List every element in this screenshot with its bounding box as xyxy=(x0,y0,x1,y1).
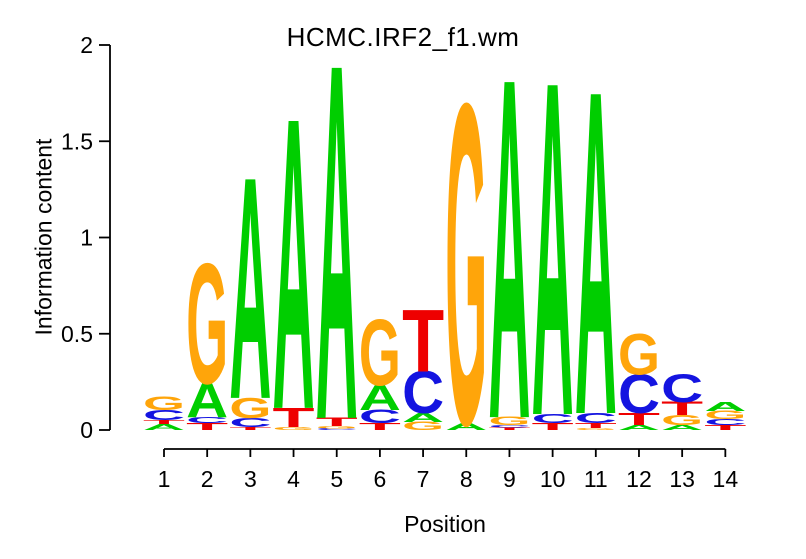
logo-letter-pos11-T: T xyxy=(575,422,617,430)
logo-letter-pos13-G: G xyxy=(661,412,703,428)
logo-letter-pos12-T: T xyxy=(618,409,660,429)
logo-letter-pos12-A: A xyxy=(618,424,660,432)
logo-letter-pos9-T: T xyxy=(488,427,530,431)
logo-letter-pos13-C: C xyxy=(661,367,703,411)
logo-letter-pos14-C: C xyxy=(704,417,746,427)
logo-letter-pos9-A: A xyxy=(488,0,530,521)
x-tick-label: 2 xyxy=(201,466,214,492)
x-axis-label: Position xyxy=(404,511,486,537)
x-tick-label: 5 xyxy=(330,466,343,492)
y-tick-label: 2 xyxy=(80,32,93,58)
y-tick-label: 1 xyxy=(80,225,93,251)
logo-letter-pos13-A: A xyxy=(661,424,703,432)
logo-letter-pos4-A: A xyxy=(273,32,315,497)
logo-letter-pos1-T: T xyxy=(143,419,185,426)
x-tick-label: 10 xyxy=(540,466,566,492)
logo-letter-pos14-A: A xyxy=(704,399,746,414)
logo-letter-pos12-C: C xyxy=(618,363,660,425)
x-tick-label: 1 xyxy=(158,466,171,492)
logo-letter-pos10-A: A xyxy=(532,0,574,516)
logo-letter-pos6-T: T xyxy=(359,421,401,432)
x-tick-label: 6 xyxy=(374,466,387,492)
x-tick-label: 8 xyxy=(460,466,473,492)
logo-letter-pos11-G: G xyxy=(575,427,617,430)
logo-letter-pos4-G: G xyxy=(273,426,315,431)
logo-letter-pos9-G: G xyxy=(488,415,530,428)
chart-title: HCMC.IRF2_f1.wm xyxy=(286,22,520,52)
logo-letter-pos8-A: A xyxy=(445,421,487,433)
y-tick-label: 0 xyxy=(80,417,93,443)
x-tick-label: 13 xyxy=(669,466,695,492)
logo-letter-pos12-G: G xyxy=(618,322,660,387)
logo-letter-pos2-A: A xyxy=(186,373,228,428)
x-tick-label: 14 xyxy=(713,466,739,492)
logo-letter-pos6-C: C xyxy=(359,406,401,427)
logo-letter-pos5-C: C xyxy=(316,428,358,431)
logo-letter-pos3-G: G xyxy=(229,391,271,424)
logo-letter-pos10-T: T xyxy=(532,421,574,432)
logo-letter-pos7-C: C xyxy=(402,359,444,426)
y-tick-label: 1.5 xyxy=(61,128,93,154)
logo-letter-pos3-A: A xyxy=(229,111,271,466)
x-tick-label: 4 xyxy=(287,466,300,492)
x-tick-label: 3 xyxy=(244,466,257,492)
x-tick-label: 11 xyxy=(584,466,608,492)
logo-letter-pos8-G: G xyxy=(445,8,487,521)
x-tick-label: 9 xyxy=(503,466,516,492)
logo-letter-pos2-G: G xyxy=(186,228,228,420)
x-tick-label: 7 xyxy=(417,466,430,492)
logo-letter-pos13-T: T xyxy=(661,398,703,419)
y-tick-label: 0.5 xyxy=(61,321,93,347)
logo-letter-pos3-C: C xyxy=(229,415,271,430)
logo-letter-pos7-A: A xyxy=(402,410,444,425)
logo-letter-pos1-A: A xyxy=(143,422,185,432)
logo-letter-pos2-C: C xyxy=(186,415,228,425)
logo-letter-pos1-C: C xyxy=(143,407,185,423)
logo-letter-pos14-T: T xyxy=(704,424,746,432)
logo-letter-pos2-T: T xyxy=(186,421,228,432)
logo-letter-pos9-C: C xyxy=(488,424,530,428)
logo-letter-pos10-C: C xyxy=(532,411,574,426)
logo-letter-pos6-G: G xyxy=(359,299,401,405)
logo-letter-pos3-T: T xyxy=(229,426,271,431)
logo-letter-pos6-A: A xyxy=(359,377,401,418)
logo-letter-pos5-A: A xyxy=(316,0,358,526)
y-axis-label: Information content xyxy=(30,138,57,336)
logo-letter-pos4-T: T xyxy=(273,402,315,433)
logo-letter-pos11-C: C xyxy=(575,410,617,426)
logo-letter-pos14-G: G xyxy=(704,409,746,422)
logo-letter-pos5-G: G xyxy=(316,425,358,429)
logo-letter-pos5-T: T xyxy=(316,416,358,429)
logo-letter-pos1-G: G xyxy=(143,393,185,414)
logo-letter-pos7-G: G xyxy=(402,420,444,433)
x-tick-label: 12 xyxy=(626,466,652,492)
logo-letter-pos7-T: T xyxy=(402,292,444,392)
logo-letter-pos11-A: A xyxy=(575,0,617,513)
